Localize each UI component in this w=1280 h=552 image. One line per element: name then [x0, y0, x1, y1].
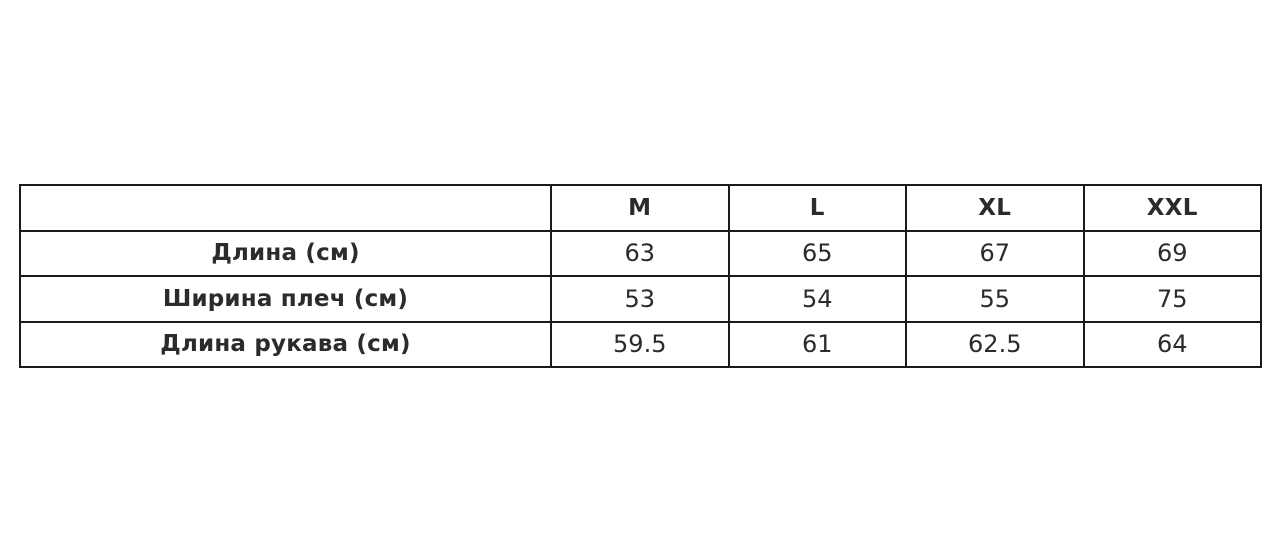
cell-length-l: 65	[727, 229, 907, 277]
header-row: M L XL XXL	[19, 184, 1262, 232]
table-row: Длина рукава (см) 59.5 61 62.5 64	[19, 320, 1262, 368]
cell-length-xl: 67	[905, 229, 1085, 277]
column-header-xl: XL	[905, 184, 1085, 232]
cell-length-m: 63	[550, 229, 730, 277]
cell-shoulder-width-l: 54	[727, 275, 907, 323]
row-label-sleeve-length: Длина рукава (см)	[19, 320, 552, 368]
cell-shoulder-width-xl: 55	[905, 275, 1085, 323]
table-header: M L XL XXL	[19, 184, 1262, 232]
table-corner-cell	[19, 184, 552, 232]
column-header-l: L	[727, 184, 907, 232]
table-row: Ширина плеч (см) 53 54 55 75	[19, 275, 1262, 323]
row-label-shoulder-width: Ширина плеч (см)	[19, 275, 552, 323]
table-row: Длина (см) 63 65 67 69	[19, 229, 1262, 277]
size-chart-table: M L XL XXL Длина (см) 63 65 67 69 Ширина…	[19, 184, 1262, 368]
table-body: Длина (см) 63 65 67 69 Ширина плеч (см) …	[19, 229, 1262, 368]
column-header-m: M	[550, 184, 730, 232]
cell-sleeve-length-m: 59.5	[550, 320, 730, 368]
cell-shoulder-width-xxl: 75	[1082, 275, 1262, 323]
cell-sleeve-length-xxl: 64	[1082, 320, 1262, 368]
cell-sleeve-length-xl: 62.5	[905, 320, 1085, 368]
cell-shoulder-width-m: 53	[550, 275, 730, 323]
row-label-length: Длина (см)	[19, 229, 552, 277]
column-header-xxl: XXL	[1082, 184, 1262, 232]
cell-sleeve-length-l: 61	[727, 320, 907, 368]
cell-length-xxl: 69	[1082, 229, 1262, 277]
